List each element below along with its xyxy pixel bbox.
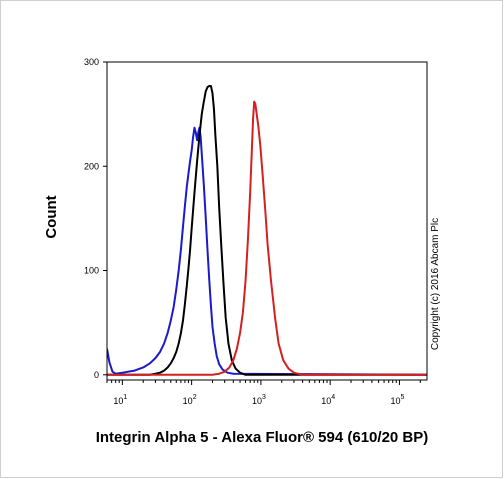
labels-layer: 0 100 200 300 101 102 103 104 105 Count Integrin A… bbox=[43, 57, 441, 446]
x-tick-label: 105 bbox=[390, 394, 404, 406]
copyright-annotation: Copyright (c) 2016 Abcam Plc bbox=[430, 218, 441, 350]
y-tick-label: 200 bbox=[84, 161, 99, 171]
series-line-1 bbox=[107, 126, 427, 376]
x-tick-label: 104 bbox=[321, 394, 335, 406]
y-tick-label: 0 bbox=[94, 370, 99, 380]
y-tick-label: 100 bbox=[84, 266, 99, 276]
x-tick-label: 101 bbox=[113, 394, 127, 406]
series-line-3 bbox=[107, 100, 427, 376]
axes-layer bbox=[103, 61, 428, 385]
x-axis-title: Integrin Alpha 5 - Alexa Fluor® 594 (610… bbox=[96, 429, 429, 446]
x-tick-label: 102 bbox=[183, 394, 197, 406]
y-tick-label: 300 bbox=[84, 57, 99, 67]
plot-frame bbox=[106, 61, 428, 381]
series-line-2 bbox=[107, 84, 427, 376]
y-axis-title: Count bbox=[43, 195, 60, 238]
x-tick-label: 103 bbox=[252, 394, 266, 406]
series-layer bbox=[107, 84, 427, 376]
